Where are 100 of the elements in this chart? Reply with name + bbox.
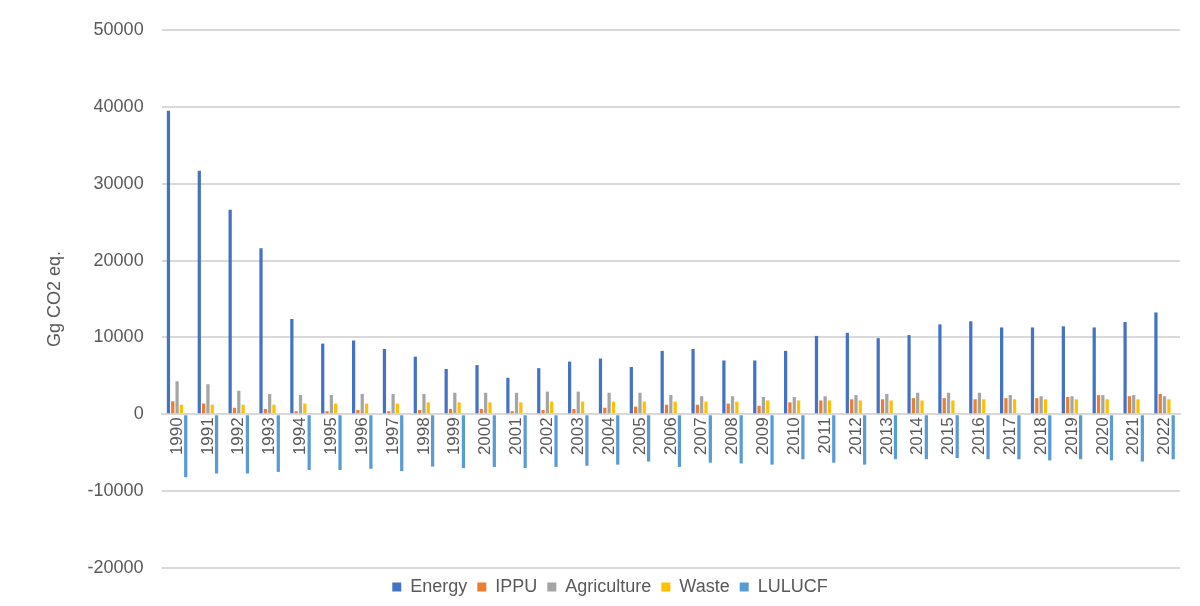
bar [858, 400, 862, 414]
bar [814, 335, 819, 414]
bar [418, 410, 422, 414]
bar [259, 248, 263, 414]
bar [1096, 395, 1101, 414]
bar [554, 415, 558, 467]
bar [325, 411, 329, 414]
bar [298, 395, 303, 414]
bar [171, 401, 175, 414]
x-tick-label: 2010 [783, 417, 803, 456]
x-tick-label: 2003 [567, 417, 587, 456]
bar [660, 350, 664, 414]
bar [245, 415, 250, 474]
bar [276, 415, 280, 472]
x-tick-label: 1995 [321, 417, 341, 456]
bar [753, 360, 757, 414]
y-tick-label: 0 [133, 403, 144, 424]
bar [893, 415, 898, 460]
bar [788, 402, 792, 414]
x-tick-label: 2002 [537, 417, 557, 456]
x-tick-label: 2004 [598, 417, 618, 456]
bar [1035, 398, 1039, 414]
bar [907, 335, 911, 414]
bar [1109, 415, 1114, 461]
bar [1123, 322, 1127, 414]
bar [607, 392, 611, 414]
bar [1127, 396, 1132, 414]
bar [1017, 415, 1021, 460]
bar [290, 318, 294, 414]
bar [784, 350, 788, 414]
bar [585, 415, 589, 466]
bar [541, 410, 545, 414]
bar [819, 400, 823, 414]
bar [880, 399, 885, 414]
y-tick-label: 40000 [93, 95, 144, 116]
x-tick-label: 2014 [907, 417, 927, 456]
bar [228, 209, 232, 414]
x-tick-label: 2018 [1030, 417, 1050, 456]
bar [360, 393, 364, 414]
bar [598, 358, 603, 414]
bar [757, 405, 761, 414]
x-tick-label: 2001 [506, 417, 526, 456]
x-tick-label: 2012 [845, 417, 865, 456]
bar [519, 402, 523, 414]
bar [1039, 396, 1043, 414]
bar [197, 170, 201, 414]
x-tick-label: 1990 [166, 417, 186, 456]
bar [739, 415, 743, 464]
bar [175, 381, 179, 414]
bar [1092, 327, 1096, 414]
bar [770, 415, 774, 465]
x-tick-label: 1998 [413, 417, 433, 456]
bar [722, 360, 726, 414]
bar [946, 392, 951, 414]
legend-label: Energy [410, 575, 468, 596]
x-tick-label: 2000 [475, 417, 495, 456]
bar [986, 415, 990, 460]
bar [845, 332, 849, 414]
bar [545, 391, 550, 414]
bar [1070, 396, 1074, 414]
x-tick-label: 2013 [876, 417, 896, 456]
bar [796, 400, 801, 414]
bar [951, 400, 955, 414]
x-tick-label: 2008 [722, 417, 742, 456]
x-tick-label: 2011 [814, 417, 834, 454]
bar [382, 348, 387, 414]
bar [576, 391, 580, 414]
bar [321, 343, 325, 414]
legend-label: IPPU [495, 575, 538, 596]
bar [506, 377, 510, 414]
bar [942, 398, 946, 414]
bar [704, 401, 708, 414]
bar [889, 400, 893, 414]
bar [514, 392, 519, 414]
bar [616, 415, 620, 465]
y-tick-label: -10000 [87, 480, 144, 501]
bar [241, 404, 245, 414]
bar [1043, 399, 1048, 414]
bar [351, 340, 356, 414]
bar [329, 395, 333, 414]
bar [924, 415, 928, 460]
x-tick-label: 2016 [969, 417, 989, 456]
bar [969, 321, 973, 414]
bar [730, 396, 735, 414]
x-tick-label: 1991 [197, 417, 217, 456]
bar [911, 398, 915, 414]
bar [669, 395, 673, 414]
bar [1105, 399, 1109, 414]
bar [1000, 327, 1004, 414]
bar [400, 415, 404, 472]
bar [850, 399, 854, 414]
bar [876, 338, 880, 414]
bar [461, 415, 466, 469]
bar [444, 368, 448, 414]
y-axis-title: Gg CO2 eq. [43, 250, 64, 348]
bar [801, 415, 805, 460]
bar [1101, 395, 1105, 414]
bar [1008, 395, 1012, 414]
bar [422, 393, 426, 414]
bar [1012, 399, 1017, 414]
